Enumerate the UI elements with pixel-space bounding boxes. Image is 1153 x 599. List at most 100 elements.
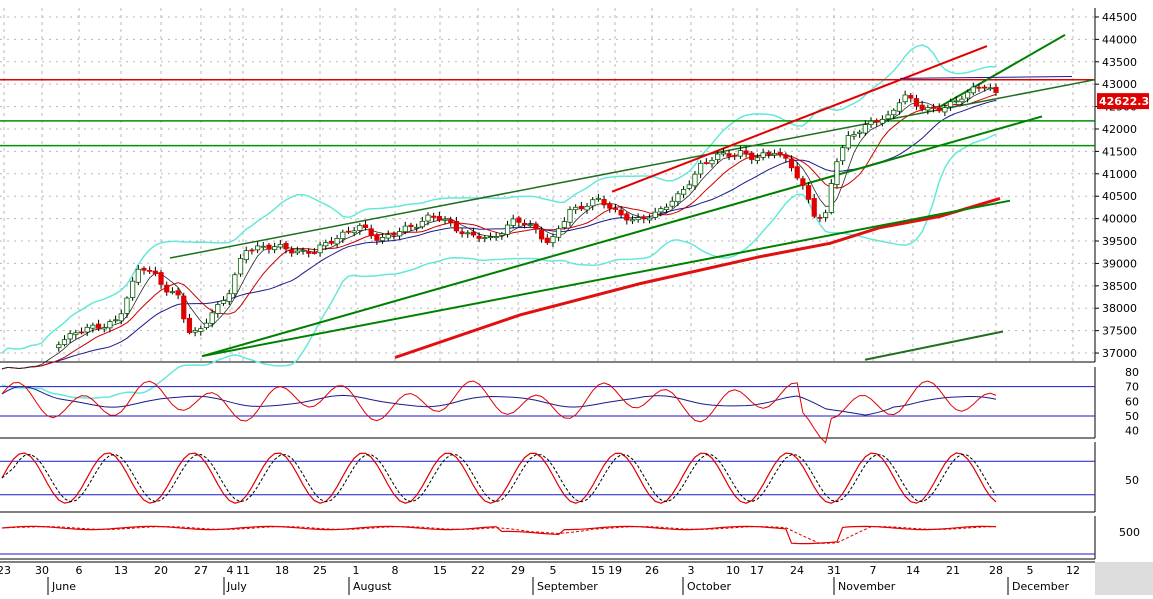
candle-body-35 xyxy=(198,328,204,332)
last-price-label: 42622.37 xyxy=(1099,95,1153,108)
price-tick-label-12: 38500 xyxy=(1102,280,1137,293)
candle-body-128 xyxy=(726,153,732,157)
candle-body-135 xyxy=(766,151,772,155)
candle-body-91 xyxy=(516,217,522,223)
candle-body-151 xyxy=(857,131,863,134)
axis-corner xyxy=(1095,562,1153,595)
candle-body-79 xyxy=(448,219,454,223)
volume-osc-signal xyxy=(1,526,997,544)
candle-body-77 xyxy=(436,215,442,221)
candle-body-56 xyxy=(317,244,323,254)
day-tick-label-25: 14 xyxy=(906,564,920,577)
candle-body-119 xyxy=(675,193,681,203)
trend-line-3 xyxy=(611,45,988,193)
candle-body-140 xyxy=(794,166,800,179)
candle-body-162 xyxy=(919,104,925,110)
candle-body-21 xyxy=(118,313,124,322)
stoch-k-line xyxy=(1,452,997,504)
candle-body-48 xyxy=(272,246,278,251)
candle-body-65 xyxy=(368,228,374,237)
candle-body-68 xyxy=(385,234,391,239)
candle-body-28 xyxy=(158,272,164,285)
price-tick-label-5: 42000 xyxy=(1102,123,1137,136)
candle-body-76 xyxy=(431,215,437,218)
candle-body-67 xyxy=(379,237,386,242)
candlesticks xyxy=(56,82,999,352)
candle-body-70 xyxy=(396,231,403,237)
day-tick-label-6: 4 xyxy=(227,564,234,577)
candle-body-61 xyxy=(345,230,352,233)
candle-body-64 xyxy=(362,224,369,229)
candle-body-69 xyxy=(391,233,397,236)
rsi-tick-label-1: 70 xyxy=(1125,381,1139,394)
candle-body-37 xyxy=(209,312,215,324)
candle-body-52 xyxy=(294,250,300,254)
candle-body-106 xyxy=(601,198,607,206)
candle-body-46 xyxy=(260,245,266,248)
day-tick-label-16: 15 xyxy=(591,564,605,577)
price-tick-label-0: 44500 xyxy=(1102,11,1137,24)
day-tick-label-23: 31 xyxy=(827,564,841,577)
trend-line-5 xyxy=(899,76,1073,79)
candle-body-50 xyxy=(283,242,289,250)
horizontal-levels xyxy=(0,78,1095,147)
candle-body-82 xyxy=(465,232,471,235)
day-tick-label-10: 1 xyxy=(353,564,360,577)
candle-body-44 xyxy=(249,249,255,252)
candle-body-101 xyxy=(573,206,579,211)
candle-body-163 xyxy=(925,107,931,111)
candle-body-99 xyxy=(561,221,567,228)
month-label-6: December xyxy=(1012,580,1070,593)
candle-body-16 xyxy=(90,324,96,329)
candle-body-171 xyxy=(970,86,976,94)
day-tick-label-13: 22 xyxy=(471,564,485,577)
candle-body-95 xyxy=(539,229,545,240)
candle-body-129 xyxy=(732,154,738,157)
candle-body-19 xyxy=(107,321,113,329)
candle-body-23 xyxy=(130,280,136,298)
candle-body-170 xyxy=(965,91,971,99)
candle-body-141 xyxy=(800,178,806,186)
candle-body-174 xyxy=(987,87,993,90)
candle-body-59 xyxy=(334,238,340,245)
candle-body-143 xyxy=(811,198,817,217)
stoch-tick-label-0: 50 xyxy=(1125,474,1139,487)
y-axis-labels: 4450044000435004300042500420004150041000… xyxy=(1095,11,1140,539)
candle-body-42 xyxy=(237,258,244,275)
trend-line-2 xyxy=(201,199,1011,358)
candle-body-111 xyxy=(629,219,636,222)
month-label-1: July xyxy=(226,580,247,593)
candle-body-72 xyxy=(408,224,414,228)
candle-body-118 xyxy=(669,200,675,207)
oscillator-panels xyxy=(0,380,1095,555)
month-label-5: November xyxy=(838,580,896,593)
candle-body-158 xyxy=(896,102,903,112)
candle-body-93 xyxy=(527,224,533,226)
last-price-tag-bg xyxy=(1097,93,1149,110)
day-tick-label-28: 5 xyxy=(1027,564,1034,577)
candle-body-14 xyxy=(78,331,85,334)
rsi-tick-label-0: 80 xyxy=(1125,366,1139,379)
candle-body-45 xyxy=(254,245,261,251)
price-tick-label-11: 39000 xyxy=(1102,257,1137,270)
ma-20-line xyxy=(1,99,997,370)
candle-body-157 xyxy=(891,109,897,116)
candle-body-110 xyxy=(624,213,630,221)
candle-body-92 xyxy=(521,222,528,226)
day-tick-label-0: 23 xyxy=(0,564,11,577)
candle-body-26 xyxy=(147,269,153,272)
candle-body-152 xyxy=(862,124,868,134)
candle-body-156 xyxy=(885,114,891,120)
candle-body-138 xyxy=(783,154,789,159)
bollinger-upper xyxy=(1,44,997,354)
trend-line-1 xyxy=(201,115,1043,358)
candle-body-96 xyxy=(544,237,550,244)
day-tick-label-7: 11 xyxy=(236,564,250,577)
candle-body-53 xyxy=(300,249,306,252)
price-tick-label-15: 37000 xyxy=(1102,347,1137,360)
month-label-2: August xyxy=(353,580,392,593)
candle-body-149 xyxy=(845,135,851,149)
day-tick-label-20: 10 xyxy=(726,564,740,577)
